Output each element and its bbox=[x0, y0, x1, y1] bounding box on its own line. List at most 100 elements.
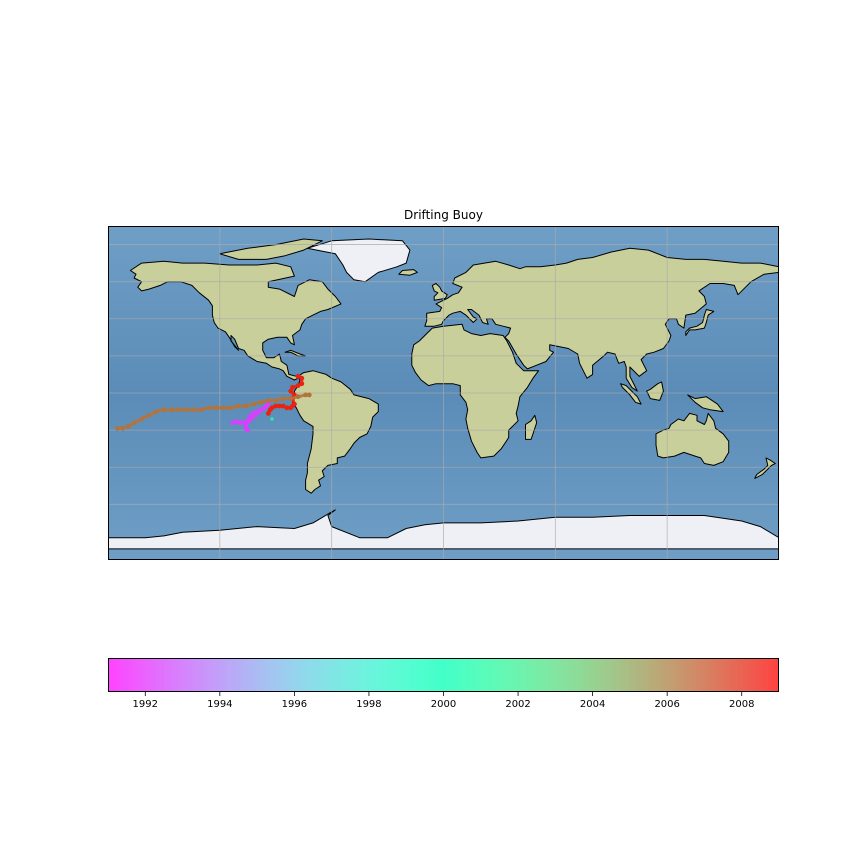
colorbar-stripe bbox=[477, 658, 481, 692]
colorbar-stripe bbox=[592, 658, 597, 692]
colorbar-stripe bbox=[596, 658, 601, 692]
buoy-point bbox=[154, 409, 159, 414]
buoy-point bbox=[290, 385, 295, 390]
landmass-arctic-islands bbox=[219, 238, 323, 260]
colorbar-stripe bbox=[286, 658, 291, 692]
colorbar-stripe bbox=[760, 658, 765, 692]
map-title: Drifting Buoy bbox=[404, 208, 483, 222]
colorbar-stripe bbox=[171, 658, 176, 692]
colorbar-stripe bbox=[547, 658, 552, 692]
colorbar-stripe bbox=[719, 658, 724, 692]
colorbar-stripe bbox=[126, 658, 131, 692]
buoy-point bbox=[234, 419, 240, 425]
buoy-point bbox=[169, 407, 174, 413]
colorbar-stripe bbox=[216, 658, 220, 692]
colorbar-stripe bbox=[406, 658, 410, 692]
colorbar-stripe bbox=[175, 658, 179, 692]
colorbar-stripe bbox=[529, 658, 533, 692]
colorbar-stripe bbox=[178, 658, 183, 692]
buoy-point bbox=[295, 394, 301, 400]
colorbar-tick-label: 2004 bbox=[580, 699, 605, 710]
colorbar-stripe bbox=[331, 658, 336, 692]
colorbar-stripe bbox=[756, 658, 761, 692]
colorbar-stripe bbox=[324, 658, 328, 692]
colorbar-stripe bbox=[301, 658, 306, 692]
colorbar-stripe bbox=[428, 658, 433, 692]
colorbar-stripe bbox=[469, 658, 474, 692]
colorbar-stripe bbox=[670, 658, 675, 692]
colorbar-stripe bbox=[376, 658, 381, 692]
colorbar-stripe bbox=[283, 658, 287, 692]
buoy-point bbox=[213, 405, 219, 411]
colorbar-stripe bbox=[346, 658, 351, 692]
colorbar-stripe bbox=[409, 658, 414, 692]
colorbar-stripe bbox=[204, 658, 209, 692]
buoy-point bbox=[292, 401, 297, 407]
buoy-point bbox=[270, 417, 274, 421]
colorbar-stripe bbox=[182, 658, 187, 692]
buoy-point bbox=[114, 425, 120, 431]
buoy-point bbox=[306, 392, 312, 398]
buoy-point bbox=[280, 396, 286, 401]
colorbar-stripe bbox=[767, 658, 772, 692]
colorbar-stripe bbox=[652, 658, 656, 692]
landmass-sumatra bbox=[620, 383, 642, 405]
colorbar-stripe bbox=[577, 658, 582, 692]
colorbar-stripe bbox=[350, 658, 355, 692]
colorbar-stripe bbox=[700, 658, 705, 692]
colorbar-stripe bbox=[424, 658, 429, 692]
colorbar-stripe bbox=[585, 658, 589, 692]
colorbar-stripe bbox=[488, 658, 492, 692]
colorbar-stripe bbox=[234, 658, 239, 692]
colorbar-stripe bbox=[674, 658, 679, 692]
colorbar-stripe bbox=[525, 658, 530, 692]
colorbar-stripe bbox=[685, 658, 690, 692]
colorbar-stripe bbox=[119, 658, 123, 692]
colorbar-stripe bbox=[387, 658, 392, 692]
colorbar-stripe bbox=[491, 658, 496, 692]
colorbar-stripe bbox=[540, 658, 545, 692]
colorbar-tick-label: 1996 bbox=[282, 699, 307, 710]
buoy-tracks bbox=[114, 373, 312, 433]
colorbar-tick-label: 2002 bbox=[505, 699, 530, 710]
landmass-north-america bbox=[129, 260, 342, 381]
colorbar-stripe bbox=[600, 658, 604, 692]
colorbar-stripe bbox=[413, 658, 418, 692]
colorbar-stripe bbox=[771, 658, 776, 692]
colorbar-stripe bbox=[618, 658, 623, 692]
colorbar-stripe bbox=[432, 658, 437, 692]
colorbar-stripe bbox=[264, 658, 269, 692]
colorbar-stripe bbox=[711, 658, 716, 692]
colorbar-stripe bbox=[294, 658, 299, 692]
colorbar-stripe bbox=[436, 658, 440, 692]
colorbar-stripe bbox=[163, 658, 168, 692]
colorbar-stripe bbox=[588, 658, 593, 692]
colorbar-stripe bbox=[532, 658, 537, 692]
buoy-point bbox=[303, 392, 308, 398]
landmass-madagascar bbox=[525, 414, 538, 440]
colorbar-stripe bbox=[450, 658, 455, 692]
colorbar-stripe bbox=[715, 658, 720, 692]
buoy-point bbox=[288, 388, 294, 394]
colorbar-stripe bbox=[495, 658, 500, 692]
buoy-track-2 bbox=[115, 393, 311, 430]
colorbar-stripe bbox=[290, 658, 295, 692]
colorbar-stripe bbox=[648, 658, 653, 692]
colorbar-stripe bbox=[555, 658, 560, 692]
colorbar-stripe bbox=[421, 658, 425, 692]
colorbar-stripe bbox=[667, 658, 671, 692]
buoy-point bbox=[243, 422, 249, 427]
buoy-point bbox=[280, 403, 286, 409]
buoy-point bbox=[251, 401, 256, 407]
buoy-point bbox=[237, 420, 243, 426]
colorbar-stripe bbox=[275, 658, 280, 692]
colorbar-stripe bbox=[503, 658, 507, 692]
colorbar-stripe bbox=[454, 658, 459, 692]
colorbar-stripe bbox=[134, 658, 138, 692]
colorbar-stripe bbox=[201, 658, 205, 692]
colorbar-stripe bbox=[439, 658, 444, 692]
colorbar-stripe bbox=[231, 658, 235, 692]
colorbar-stripe bbox=[298, 658, 302, 692]
